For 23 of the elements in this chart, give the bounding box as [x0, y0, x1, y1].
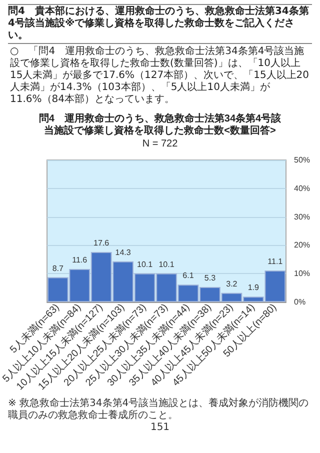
- data-label: 11.1: [268, 256, 284, 266]
- data-label: 11.6: [72, 256, 88, 265]
- y-tick-label: 10%: [294, 269, 310, 278]
- chart-title: 問4 運用救命士のうち、救急救命士法第34条第4号該当施設で修業し資格を取得した救命士数<数量回答>: [38, 112, 282, 136]
- text: 問4 貴本部における、運用救命士のうち、救急救命士法第34条第4号該当施設※で修業し資格を取得した救命士数をご記入ください。: [8, 4, 312, 44]
- data-label: 10.1: [158, 260, 175, 269]
- y-tick-label: 20%: [294, 240, 310, 250]
- chart-subtitle: N = 722: [142, 138, 178, 150]
- data-label: 3.2: [226, 279, 238, 288]
- data-label: 5.3: [204, 273, 216, 282]
- data-label: 1.9: [248, 283, 260, 292]
- text: ○ 「問4 運用救命士のうち、救急救命士法第34条第4号該当施設で修業し資格を取得した救命士数(数量回答)」は、「10人以上15人未満」が最多で17.6%（127本部）、次いで、「15人以上20人未満」が14.3%（103本部）、「5人以上10人未満」が11.6%（84本部）となっています。: [9, 46, 310, 106]
- data-label: 17.6: [94, 238, 110, 248]
- y-tick-label: 0%: [294, 298, 306, 306]
- data-label: 6.1: [182, 271, 194, 280]
- data-label: 14.3: [115, 248, 132, 257]
- data-label: 10.1: [136, 260, 154, 269]
- text: 151: [149, 422, 171, 434]
- data-label: 8.7: [52, 264, 64, 273]
- y-tick-label: 40%: [294, 184, 310, 193]
- y-tick-label: 30%: [294, 212, 310, 222]
- y-tick-label: 50%: [294, 156, 310, 164]
- text: ※ 救急救命士法第34条第4号該当施設とは、養成対象が消防機関の職員のみの救急救命士養成所のこと。: [8, 398, 310, 422]
